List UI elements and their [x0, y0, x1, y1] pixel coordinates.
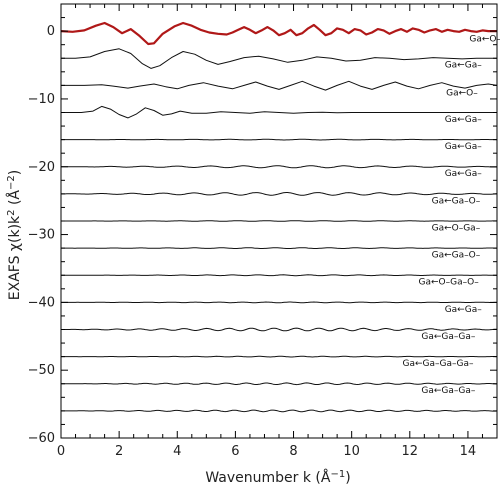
series-label-12: Ga←Ga–Ga– [421, 332, 476, 342]
series-label-13: Ga←Ga–Ga–Ga– [403, 359, 474, 369]
series-label-7: Ga←Ga–O– [432, 196, 481, 206]
y-tick-label: −40 [28, 295, 55, 310]
series-line-14 [61, 409, 498, 413]
series-line-12 [61, 355, 497, 358]
y-tick-label: −50 [28, 363, 55, 378]
series-line-1 [61, 48, 497, 69]
series-label-5: Ga←Ga– [445, 142, 483, 152]
series-line-9 [60, 274, 498, 277]
x-tick-label: 8 [289, 444, 297, 459]
y-tick-label: −10 [28, 92, 55, 107]
series-line-0 [60, 21, 497, 46]
series-line-13 [60, 382, 497, 386]
series-label-11: Ga←Ga– [445, 305, 483, 315]
series-layer [60, 21, 498, 413]
series-line-8 [61, 247, 497, 249]
y-tick-label: −30 [28, 228, 55, 243]
x-tick-label: 4 [173, 444, 181, 459]
series-label-10: Ga←O–Ga–O– [419, 278, 480, 288]
series-line-7 [61, 220, 497, 222]
series-label-9: Ga←Ga–O– [432, 251, 481, 261]
x-axis-title: Wavenumber k (Å−1) [205, 469, 350, 486]
series-line-10 [61, 301, 497, 304]
y-tick-label: −20 [28, 160, 55, 175]
series-label-6: Ga←Ga– [445, 169, 483, 179]
series-line-11 [61, 327, 497, 332]
x-tick-label: 14 [460, 444, 477, 459]
x-tick-label: 10 [343, 444, 360, 459]
series-line-2 [61, 80, 498, 91]
x-tick-label: 2 [115, 444, 123, 459]
series-line-4 [61, 138, 498, 141]
y-tick-label: −60 [28, 431, 55, 446]
series-label-3: Ga←O– [446, 89, 478, 99]
y-tick-label: 0 [47, 24, 55, 39]
series-line-3 [61, 105, 497, 119]
x-tick-label: 0 [57, 444, 65, 459]
y-axis-title: EXAFS χ(k)k2 (Å−2) [6, 170, 23, 300]
x-tick-label: 6 [231, 444, 239, 459]
series-label-8: Ga←O–Ga– [432, 224, 481, 234]
series-label-4: Ga←Ga– [445, 115, 483, 125]
series-label-1: Ga←O– [469, 34, 500, 44]
series-line-5 [61, 165, 497, 169]
series-label-14: Ga←Ga–Ga– [421, 386, 476, 396]
axis-layer: 0−10−20−30−40−50−600 2 4 6 8 10 12 14 [28, 3, 498, 459]
x-tick-label: 12 [402, 444, 419, 459]
series-label-layer: Ga←O– Ga←Ga– Ga←O– Ga←Ga– Ga←Ga– Ga←Ga– Ga←Ga–… [403, 34, 500, 396]
series-label-2: Ga←Ga– [445, 61, 483, 71]
series-line-6 [61, 192, 498, 196]
